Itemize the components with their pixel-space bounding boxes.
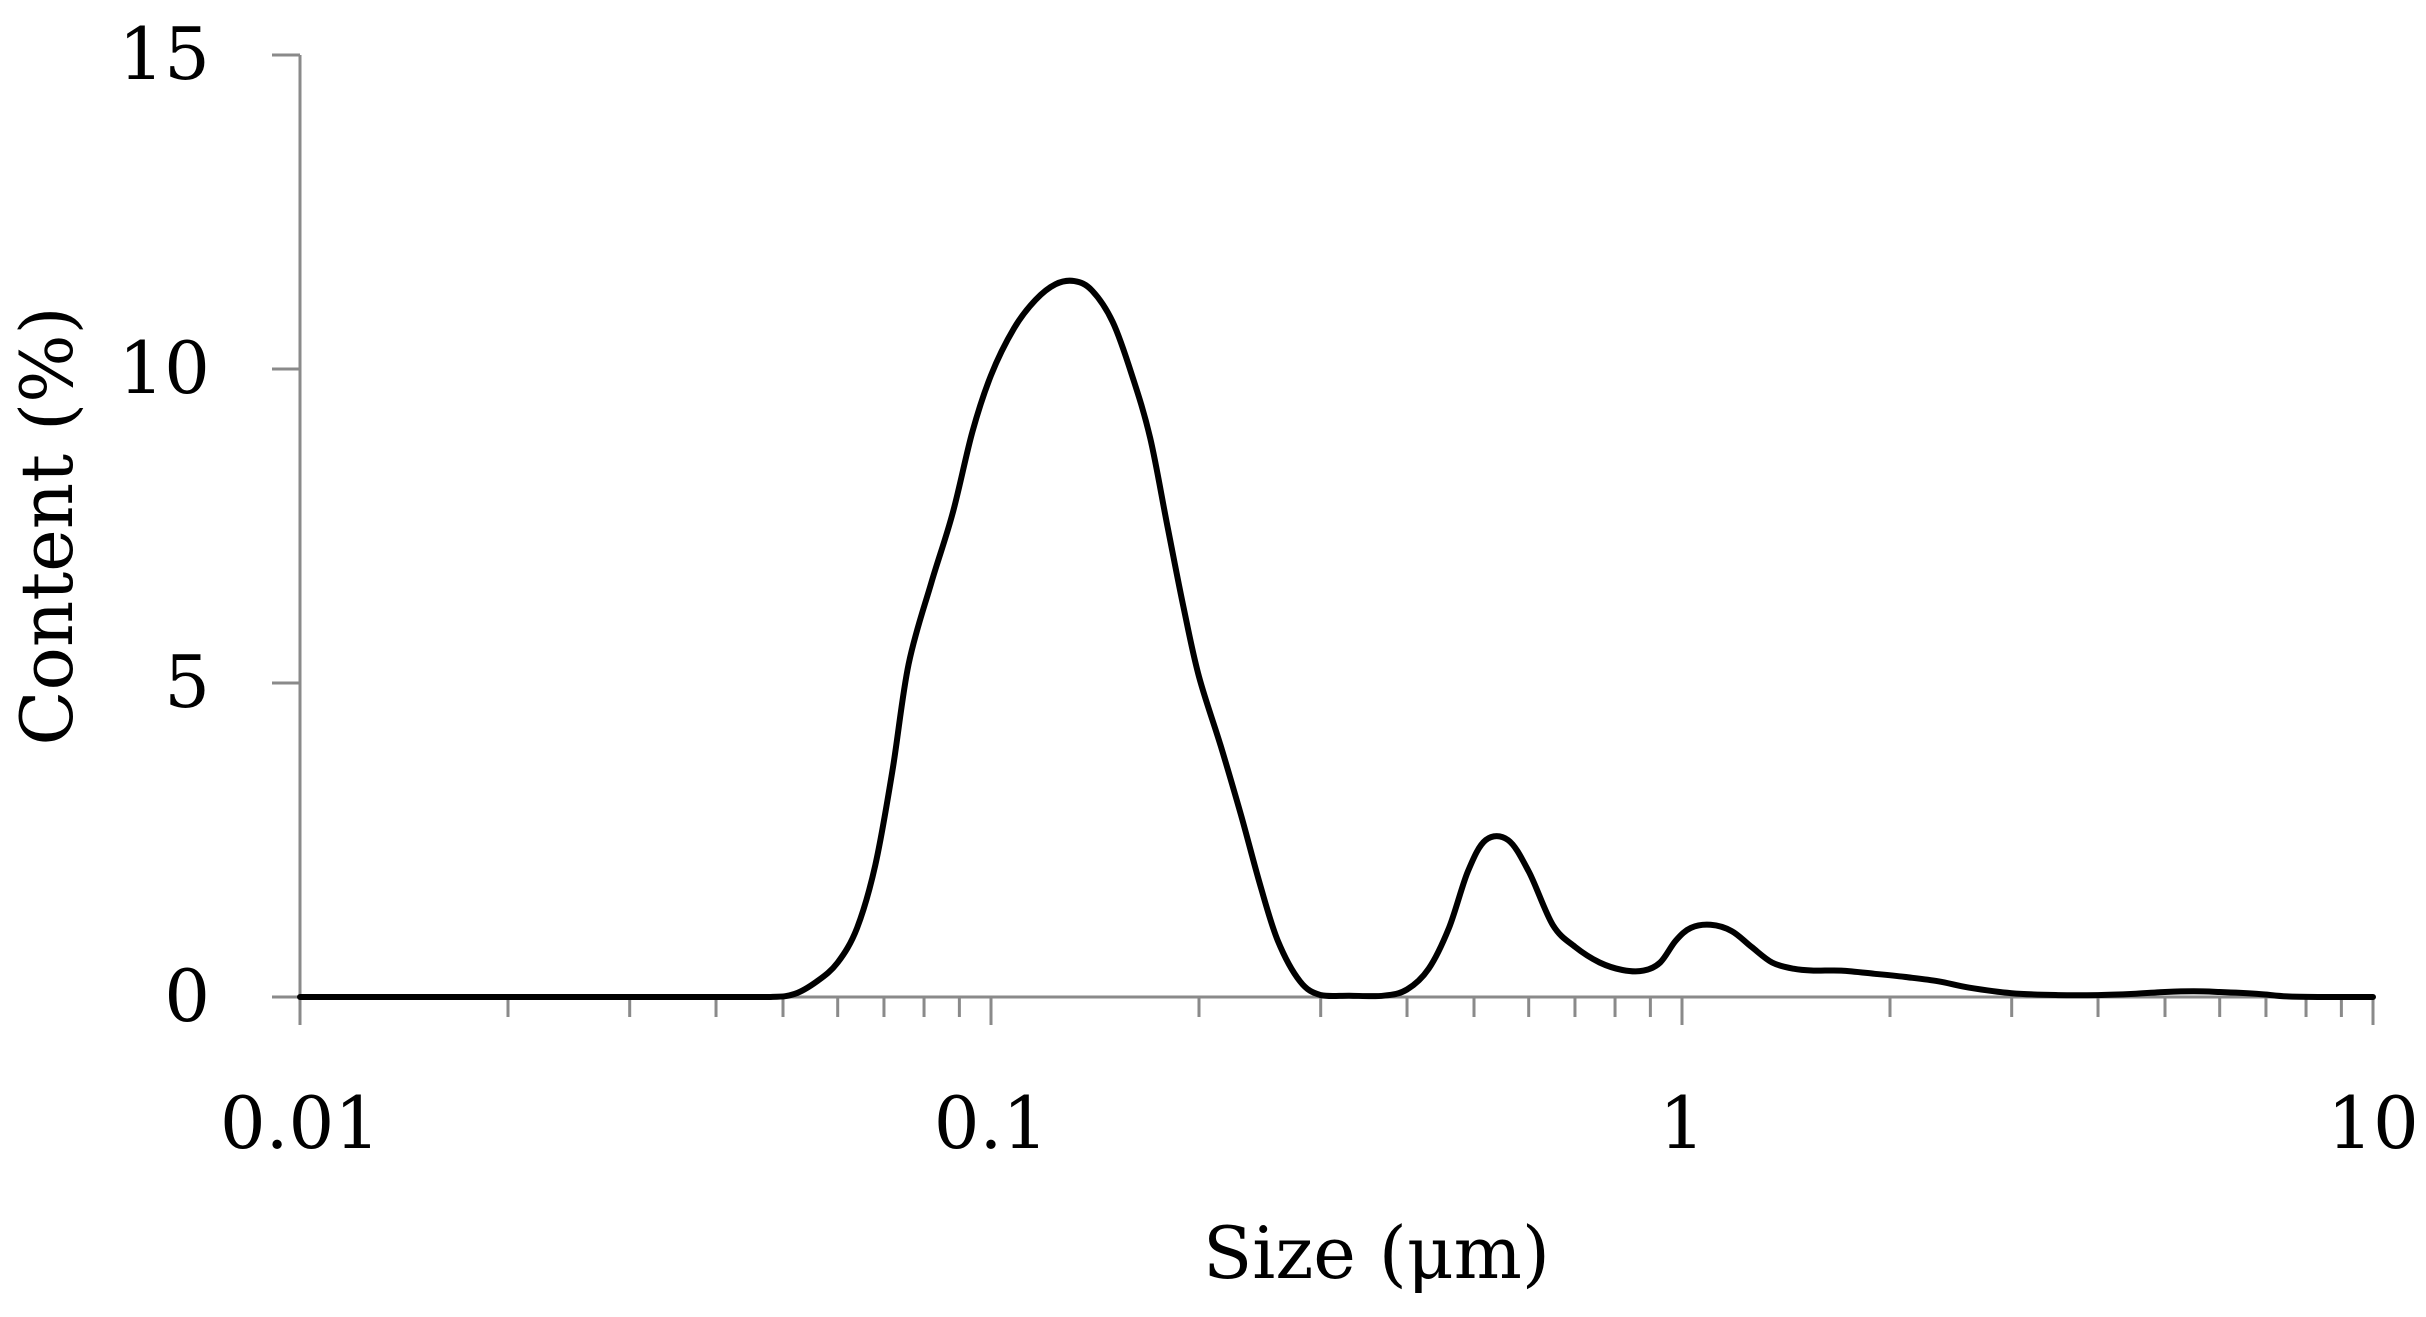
x-tick-label: 1 bbox=[1659, 1081, 1705, 1165]
series-line-0 bbox=[297, 277, 2376, 1001]
y-tick-label: 0 bbox=[164, 954, 210, 1038]
x-tick-label: 0.1 bbox=[934, 1081, 1049, 1165]
x-axis-title: Size (μm) bbox=[1203, 1211, 1550, 1295]
y-axis-title: Content (%) bbox=[5, 306, 89, 745]
y-tick-label: 10 bbox=[118, 326, 210, 410]
x-tick-label: 0.01 bbox=[220, 1081, 380, 1165]
y-tick-label: 5 bbox=[164, 640, 210, 724]
y-tick-label: 15 bbox=[118, 12, 210, 96]
axes bbox=[298, 55, 2373, 999]
series-layer bbox=[297, 277, 2376, 1001]
x-tick-label: 10 bbox=[2327, 1081, 2419, 1165]
tick-labels: 0 5 10 15 0.01 0.1 1 10 bbox=[118, 12, 2418, 1165]
ticks bbox=[272, 53, 2375, 1025]
